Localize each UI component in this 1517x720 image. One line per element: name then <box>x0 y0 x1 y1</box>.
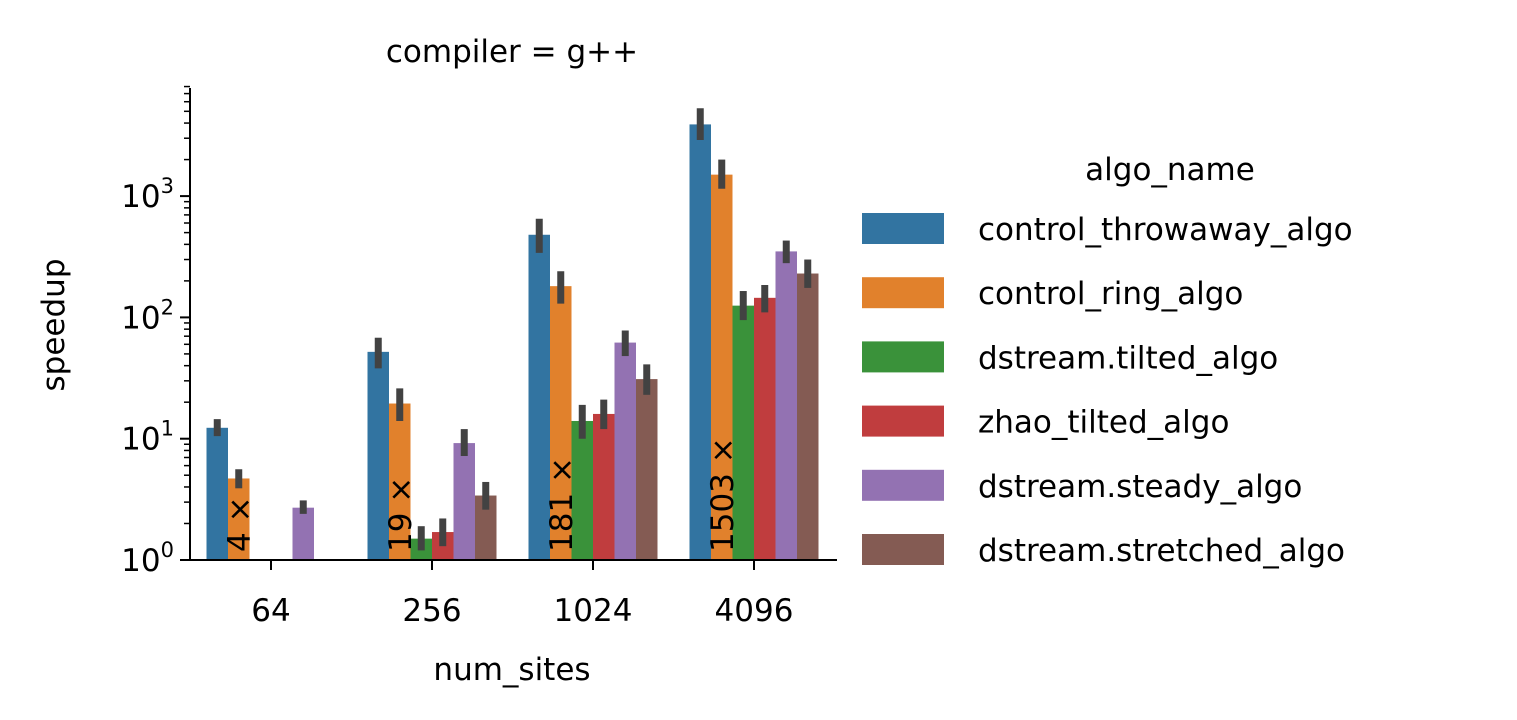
bar <box>453 443 475 560</box>
bar <box>689 124 711 560</box>
x-tick-label: 64 <box>251 593 290 629</box>
bar <box>732 305 754 560</box>
chart-title: compiler = g++ <box>386 34 638 70</box>
legend-label: dstream.stretched_algo <box>978 533 1345 569</box>
x-ticks: 64 256 1024 4096 <box>251 560 793 629</box>
legend-label: control_throwaway_algo <box>978 212 1353 248</box>
bar <box>389 403 411 560</box>
y-tick-label: 103 <box>121 174 174 215</box>
bar <box>367 351 389 560</box>
legend: algo_name control_throwaway_algo control_… <box>862 152 1353 569</box>
bar <box>528 234 550 560</box>
speedup-annotation: 181 × <box>544 457 580 552</box>
legend-label: dstream.steady_algo <box>978 469 1302 505</box>
speedup-annotation: 19 × <box>383 477 419 552</box>
bar <box>550 286 572 560</box>
legend-swatch <box>862 213 944 244</box>
y-axis-label: speedup <box>36 259 72 392</box>
legend-swatch <box>862 277 944 309</box>
legend-title: algo_name <box>1085 152 1255 188</box>
axes-layer <box>189 88 837 561</box>
speedup-annotation: 4 × <box>222 496 258 552</box>
bar <box>593 413 615 560</box>
error-bars-layer <box>213 108 812 551</box>
bar <box>614 342 636 560</box>
annotations-layer: 4 × 19 × 181 × 1503 × <box>222 437 741 552</box>
bar <box>636 379 658 560</box>
x-tick-label: 4096 <box>715 593 794 629</box>
y-tick-label: 101 <box>121 417 174 458</box>
bar <box>754 297 776 560</box>
bar <box>475 495 497 560</box>
legend-label: zhao_tilted_algo <box>978 405 1229 441</box>
bars-layer <box>206 124 819 560</box>
bar <box>571 420 593 560</box>
legend-label: dstream.tilted_algo <box>978 340 1278 376</box>
bar <box>711 174 733 560</box>
x-tick-label: 256 <box>402 593 461 629</box>
bar <box>775 251 797 560</box>
bar <box>228 478 250 560</box>
bar <box>292 507 314 560</box>
y-ticks: 100 101 102 103 <box>121 85 190 579</box>
speedup-annotation: 1503 × <box>705 437 741 552</box>
x-tick-label: 1024 <box>554 593 633 629</box>
legend-swatch <box>862 469 944 501</box>
legend-label: control_ring_algo <box>978 276 1243 312</box>
y-tick-label: 102 <box>121 295 174 336</box>
bar <box>797 273 819 560</box>
y-tick-label: 100 <box>121 538 174 579</box>
legend-swatch <box>862 534 944 565</box>
bar <box>206 427 228 560</box>
legend-swatch <box>862 341 944 373</box>
legend-swatch <box>862 405 944 437</box>
x-axis-label: num_sites <box>433 652 590 688</box>
